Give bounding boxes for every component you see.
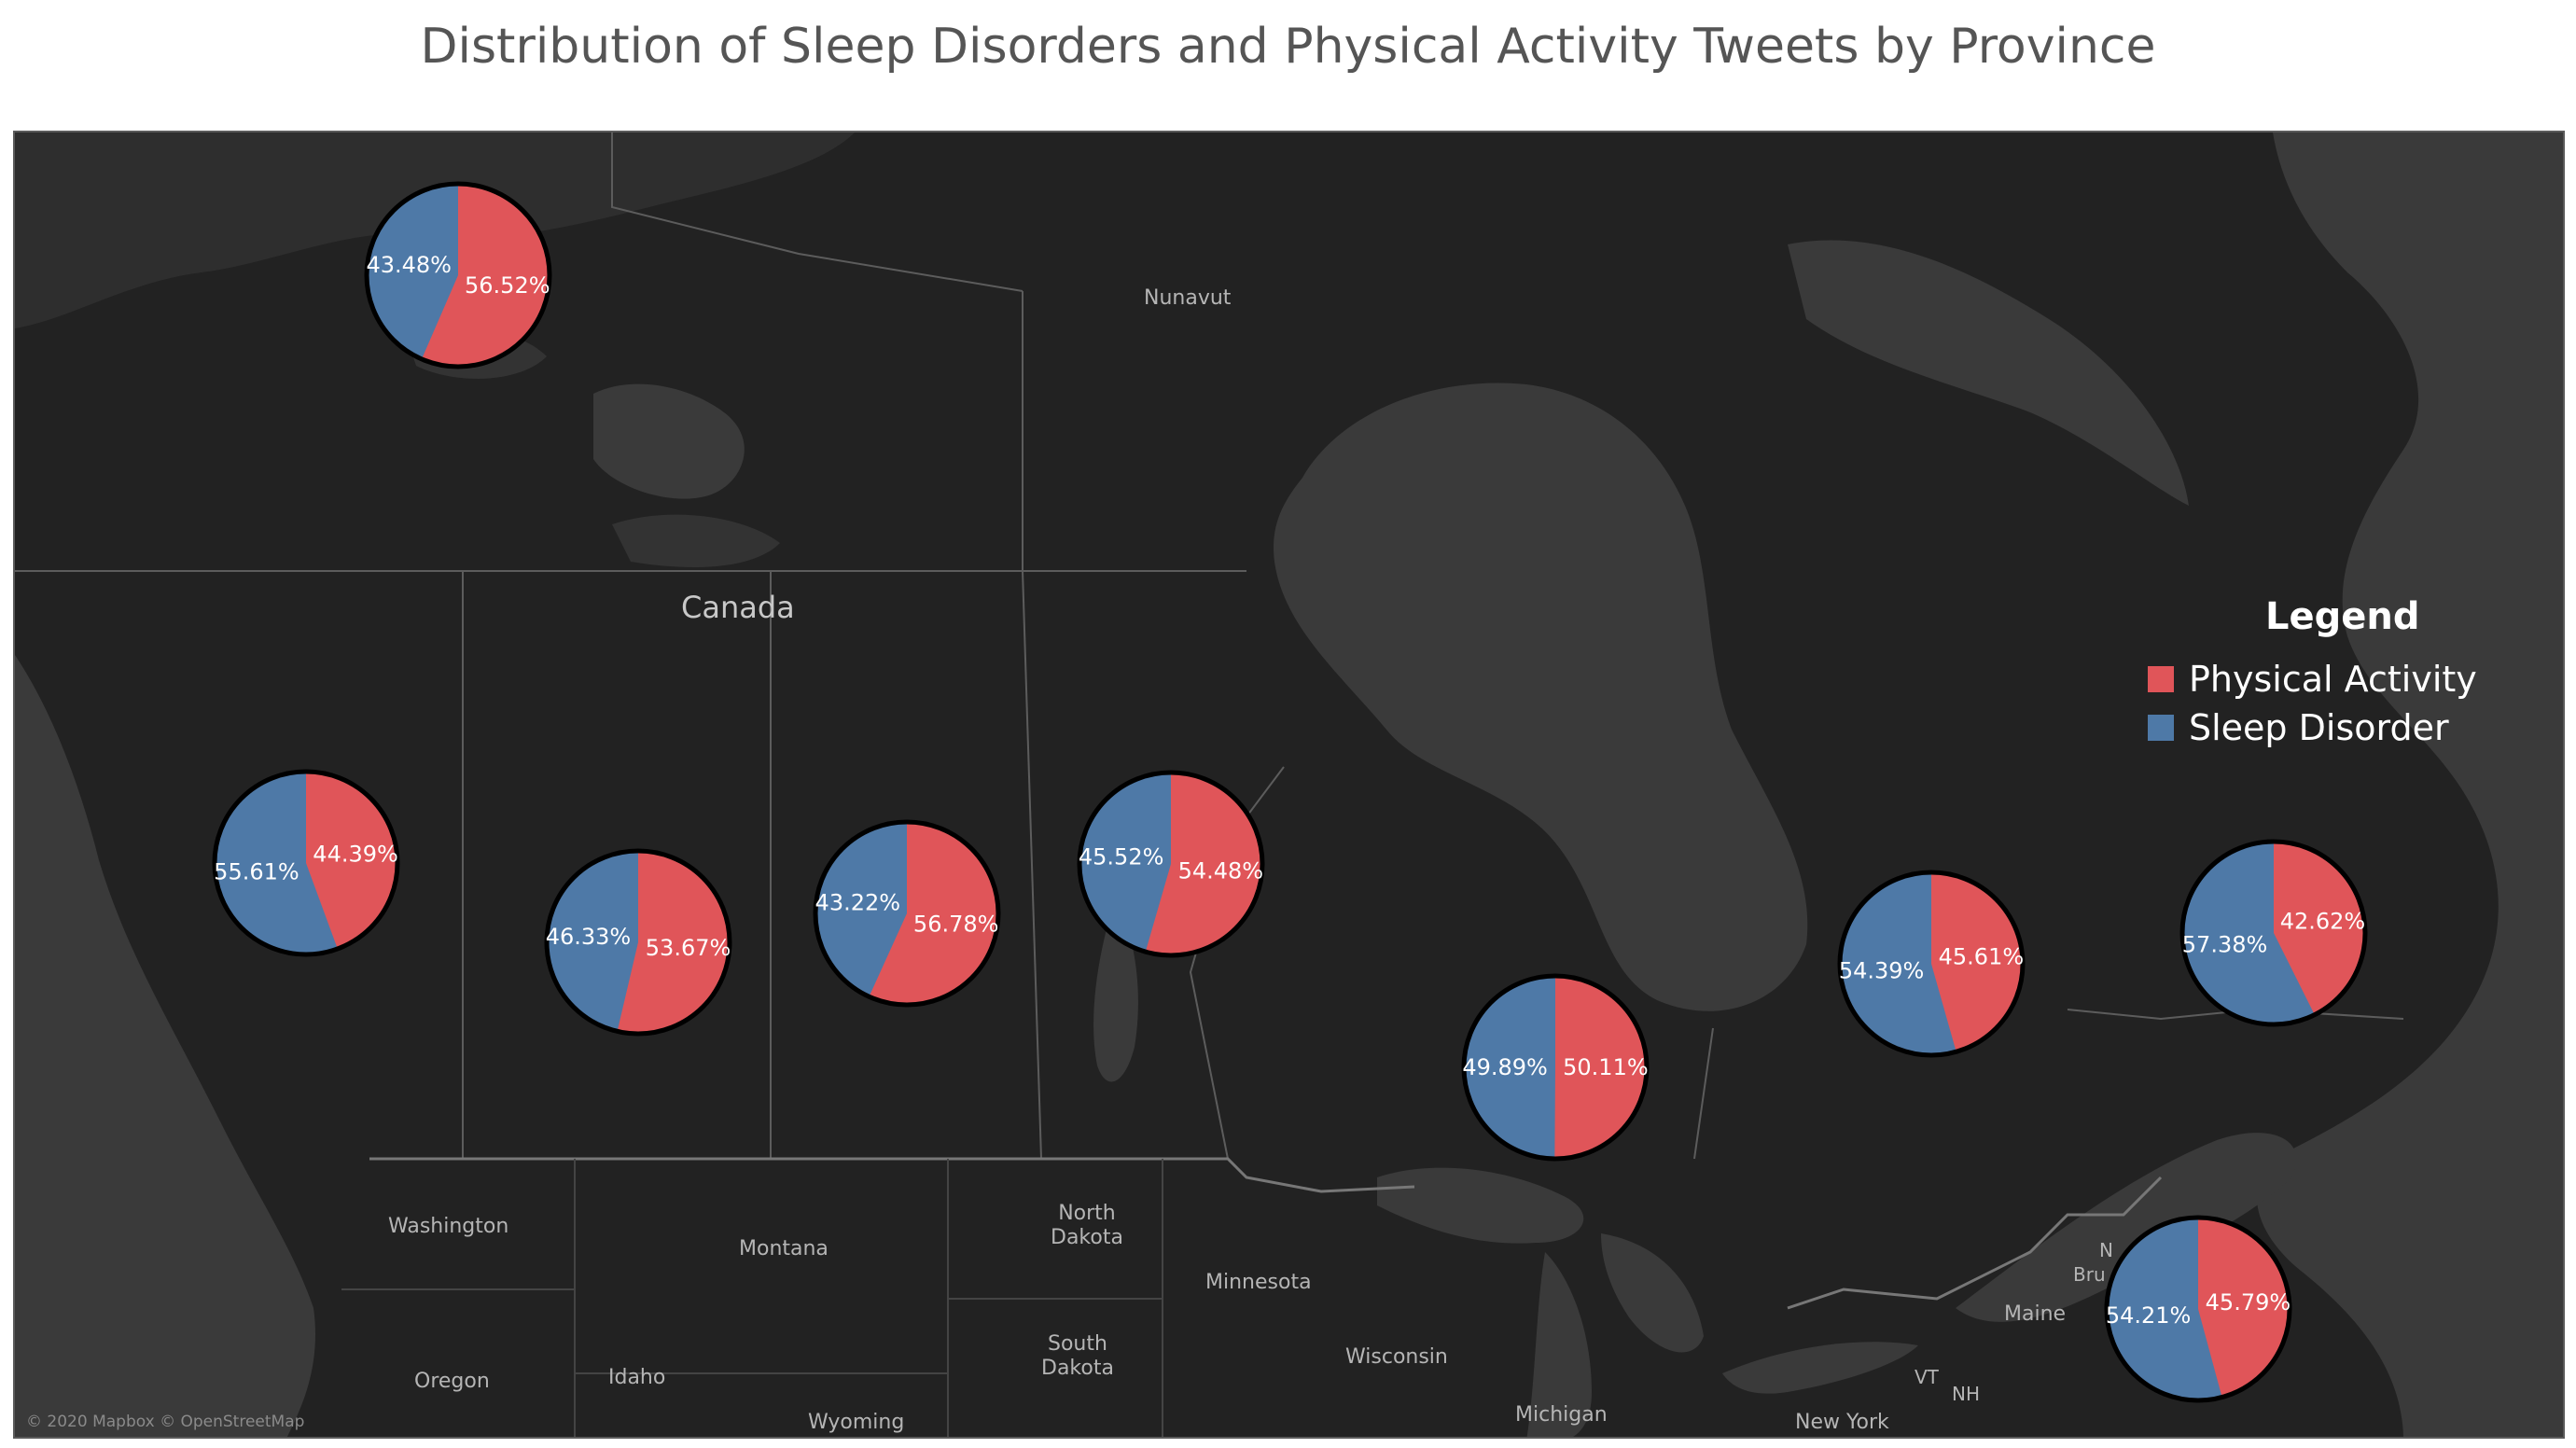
- label-north-dakota-line1: North: [1058, 1202, 1116, 1225]
- pie-label-sleep-disorder: 49.89%: [1462, 1054, 1548, 1080]
- pie-label-sleep-disorder: 45.52%: [1079, 843, 1164, 870]
- pie-outline: [1461, 973, 1650, 1162]
- legend-item-sleep-disorder[interactable]: Sleep Disorder: [2148, 703, 2517, 752]
- label-vt: VT: [1915, 1366, 1939, 1388]
- province-pie[interactable]: 54.48% 45.52%: [1076, 769, 1266, 959]
- label-idaho: Idaho: [608, 1366, 666, 1389]
- label-new-york: New York: [1795, 1411, 1889, 1434]
- country-border: [369, 1157, 2163, 1310]
- label-canada: Canada: [681, 590, 795, 625]
- label-michigan: Michigan: [1515, 1403, 1608, 1427]
- pie-label-physical-activity: 44.39%: [313, 842, 398, 868]
- map-canvas[interactable]: Nunavut Canada Washington Montana North …: [13, 131, 2565, 1439]
- province-borders: [15, 132, 2404, 1160]
- lake-superior: [1377, 1167, 1584, 1244]
- pie-slice-physical-activity[interactable]: [1554, 976, 1647, 1159]
- pie-label-physical-activity: 56.78%: [913, 911, 999, 937]
- pie-outline: [2179, 839, 2368, 1027]
- pie-outline: [544, 848, 732, 1037]
- pie-label-physical-activity: 45.61%: [1939, 944, 2025, 970]
- label-south-dakota-line1: South: [1048, 1332, 1107, 1356]
- pie-label-sleep-disorder: 54.21%: [2106, 1302, 2192, 1329]
- pie-label-sleep-disorder: 57.38%: [2182, 931, 2268, 957]
- gulf-st-lawrence: [1956, 1133, 2297, 1322]
- province-pie[interactable]: 56.78% 43.22%: [812, 818, 1002, 1009]
- pie-outline: [813, 819, 1001, 1008]
- province-pie[interactable]: 45.79% 54.21%: [2103, 1214, 2293, 1404]
- label-n: N: [2099, 1239, 2113, 1261]
- pacific-ocean: [15, 655, 315, 1437]
- label-south-dakota-line2: Dakota: [1041, 1357, 1114, 1380]
- legend-swatch-sleep-disorder: [2148, 715, 2174, 741]
- pie-outline: [1077, 770, 1265, 958]
- pie-outline: [212, 769, 400, 957]
- hudson-bay: [1274, 383, 1808, 1011]
- map-svg: [15, 132, 2563, 1437]
- pie-label-physical-activity: 56.52%: [465, 272, 550, 299]
- pie-outline: [364, 181, 552, 369]
- pie-slice-physical-activity[interactable]: [421, 184, 550, 367]
- label-north-dakota: North Dakota: [1051, 1202, 1123, 1250]
- label-oregon: Oregon: [414, 1370, 490, 1393]
- label-washington: Washington: [388, 1215, 509, 1238]
- pie-label-sleep-disorder: 43.22%: [815, 890, 901, 916]
- pie-outline: [2104, 1215, 2292, 1403]
- pie-label-physical-activity: 53.67%: [646, 935, 731, 961]
- province-pie[interactable]: 53.67% 46.33%: [543, 847, 733, 1037]
- pie-label-physical-activity: 45.79%: [2206, 1289, 2291, 1316]
- province-pie[interactable]: 50.11% 49.89%: [1460, 972, 1650, 1163]
- lake-michigan: [1526, 1252, 1592, 1437]
- lake-huron: [1601, 1233, 1704, 1353]
- pie-label-sleep-disorder: 54.39%: [1839, 957, 1925, 983]
- pie-label-sleep-disorder: 46.33%: [546, 924, 632, 950]
- pie-outline: [1837, 870, 2026, 1058]
- map-attribution: © 2020 Mapbox © OpenStreetMap: [26, 1413, 305, 1431]
- pie-label-sleep-disorder: 55.61%: [214, 858, 299, 884]
- pie-slice-physical-activity[interactable]: [2274, 842, 2365, 1015]
- province-pie[interactable]: 45.61% 54.39%: [1836, 869, 2026, 1059]
- legend: Legend Physical Activity Sleep Disorder: [2125, 595, 2517, 752]
- label-nh: NH: [1952, 1383, 1980, 1405]
- label-montana: Montana: [739, 1237, 828, 1260]
- pie-slice-physical-activity[interactable]: [306, 772, 398, 949]
- pie-label-physical-activity: 54.48%: [1178, 858, 1264, 884]
- pie-slice-physical-activity[interactable]: [617, 851, 730, 1034]
- state-borders: [341, 1159, 1163, 1437]
- pie-label-physical-activity: 50.11%: [1563, 1054, 1649, 1080]
- legend-title: Legend: [2265, 595, 2420, 638]
- pie-slice-physical-activity[interactable]: [1931, 872, 2023, 1052]
- legend-swatch-physical-activity: [2148, 666, 2174, 692]
- label-wisconsin: Wisconsin: [1345, 1345, 1448, 1369]
- lake-erie-ontario: [1722, 1342, 1918, 1394]
- province-pie[interactable]: 56.52% 43.48%: [363, 180, 553, 370]
- pie-slice-physical-activity[interactable]: [869, 822, 998, 1005]
- province-pie[interactable]: 42.62% 57.38%: [2179, 838, 2369, 1028]
- label-maine: Maine: [2004, 1302, 2067, 1326]
- pie-slice-physical-activity[interactable]: [1145, 773, 1262, 955]
- province-pie[interactable]: 44.39% 55.61%: [211, 768, 401, 958]
- label-nunavut: Nunavut: [1144, 286, 1232, 310]
- chart-title: Distribution of Sleep Disorders and Phys…: [420, 19, 2156, 75]
- pie-label-physical-activity: 42.62%: [2280, 909, 2366, 935]
- atlantic-ocean: [2257, 132, 2563, 1437]
- pie-slice-physical-activity[interactable]: [2198, 1218, 2290, 1398]
- label-minnesota: Minnesota: [1205, 1271, 1312, 1294]
- legend-label-sleep-disorder: Sleep Disorder: [2189, 707, 2449, 748]
- label-wyoming: Wyoming: [808, 1411, 905, 1434]
- label-bru: Bru: [2073, 1263, 2106, 1286]
- label-north-dakota-line2: Dakota: [1051, 1226, 1123, 1249]
- label-south-dakota: South Dakota: [1041, 1332, 1114, 1381]
- legend-item-physical-activity[interactable]: Physical Activity: [2148, 655, 2517, 703]
- pie-label-sleep-disorder: 43.48%: [366, 252, 452, 278]
- legend-label-physical-activity: Physical Activity: [2189, 659, 2477, 700]
